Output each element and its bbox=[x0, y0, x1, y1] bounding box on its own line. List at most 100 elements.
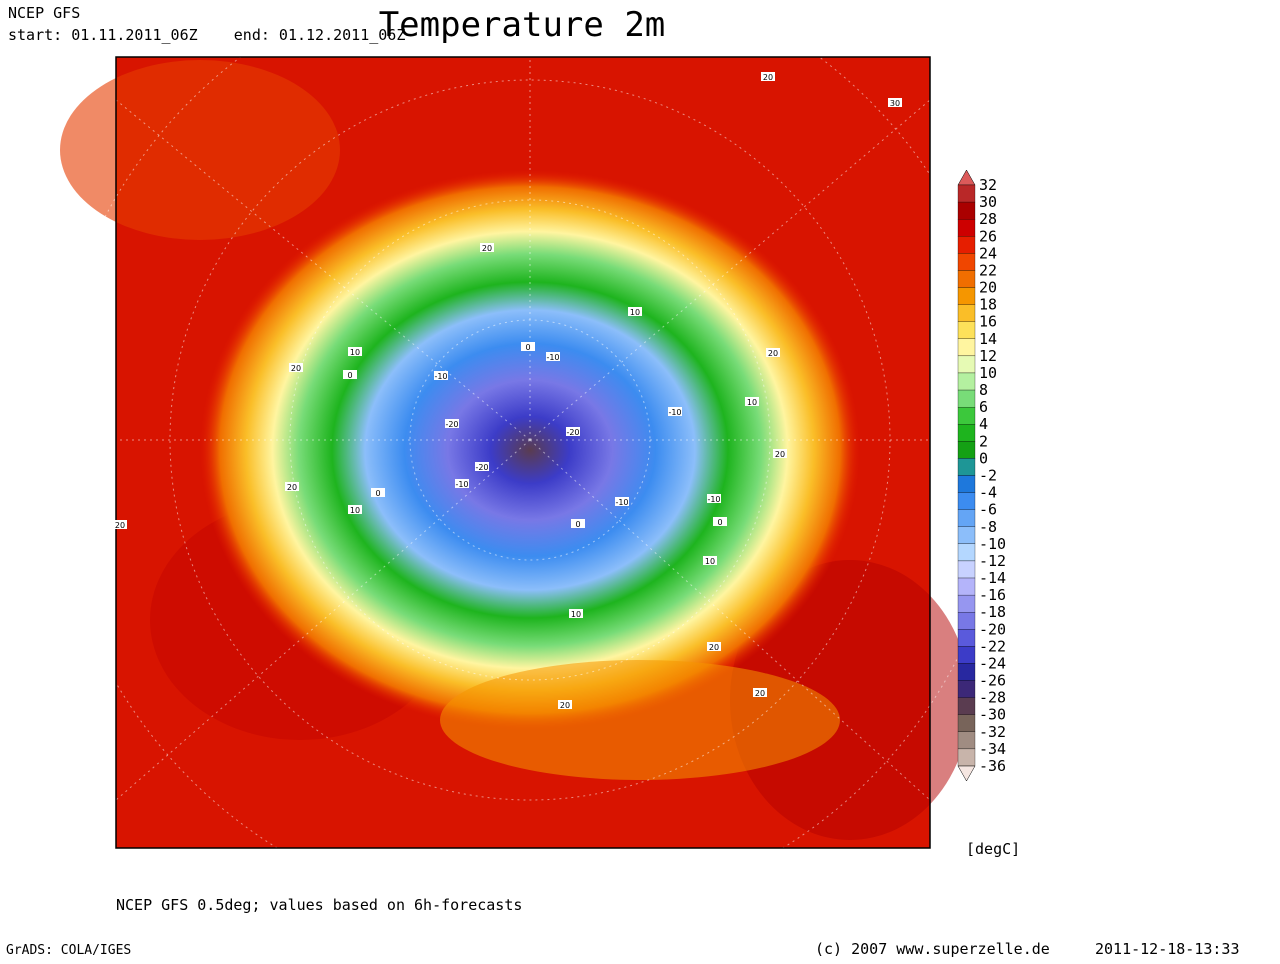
contour-label-box bbox=[546, 352, 560, 361]
legend-label: -32 bbox=[979, 723, 1006, 741]
contour-label-box bbox=[285, 482, 299, 491]
legend-swatch bbox=[957, 219, 976, 237]
legend-label: 20 bbox=[979, 279, 997, 297]
model-label: NCEP GFS bbox=[8, 4, 80, 22]
legend-label: -36 bbox=[979, 757, 1006, 775]
contour-label: 20 bbox=[115, 521, 125, 530]
legend-swatch bbox=[957, 304, 976, 322]
contour-label-box bbox=[707, 494, 721, 503]
legend-swatch bbox=[957, 612, 976, 630]
legend-label: -30 bbox=[979, 706, 1006, 724]
legend-label: -24 bbox=[979, 654, 1006, 672]
legend-swatch bbox=[957, 236, 976, 254]
contour-label: -10 bbox=[707, 495, 720, 504]
contour-label: -10 bbox=[668, 408, 681, 417]
map-frame bbox=[115, 56, 931, 849]
legend-label: -10 bbox=[979, 535, 1006, 553]
legend-unit: [degC] bbox=[966, 840, 1020, 858]
legend-swatch bbox=[957, 577, 976, 596]
contour-label-box bbox=[761, 72, 775, 81]
contour-label-box bbox=[566, 427, 580, 436]
legend-label: 8 bbox=[979, 381, 988, 399]
legend-swatch bbox=[957, 321, 976, 339]
cold-region bbox=[200, 170, 860, 730]
legend-swatch bbox=[957, 458, 976, 476]
legend-swatch bbox=[957, 355, 976, 374]
contour-label-box bbox=[668, 407, 682, 416]
contour-label-box bbox=[475, 462, 489, 471]
legend-swatch bbox=[957, 543, 976, 562]
contour-label-box bbox=[745, 397, 759, 406]
legend-label: -6 bbox=[979, 501, 997, 519]
contour-label: 20 bbox=[709, 643, 719, 652]
contour-labels: 20 30 20 10 10 0 -10 20 0 -10 20 -20 -20 -10 10 -20 -10 -… bbox=[113, 72, 902, 710]
legend-label: -20 bbox=[979, 620, 1006, 638]
contour-label: 0 bbox=[375, 489, 380, 498]
contour-label: 20 bbox=[482, 244, 492, 253]
contour-label: -20 bbox=[566, 428, 579, 437]
contour-label: -10 bbox=[546, 353, 559, 362]
legend-swatch bbox=[957, 201, 976, 220]
legend-swatch bbox=[957, 680, 976, 698]
contour-label-box bbox=[558, 700, 572, 709]
legend-swatch bbox=[957, 287, 976, 305]
legend-label: 18 bbox=[979, 296, 997, 314]
legend-label: 16 bbox=[979, 313, 997, 331]
contour-label: -20 bbox=[445, 420, 458, 429]
contour-label-box bbox=[521, 342, 535, 351]
contour-label: 10 bbox=[350, 506, 360, 515]
contour-label: 10 bbox=[705, 557, 715, 566]
contour-label: 20 bbox=[763, 73, 773, 82]
contour-label: 0 bbox=[717, 518, 722, 527]
legend-label: -34 bbox=[979, 740, 1006, 758]
contour-label: 10 bbox=[747, 398, 757, 407]
legend-swatch bbox=[957, 714, 976, 732]
legend-label: 2 bbox=[979, 432, 988, 450]
legend-label: 4 bbox=[979, 415, 988, 433]
legend-label: 24 bbox=[979, 244, 997, 262]
contour-label: 20 bbox=[768, 349, 778, 358]
legend-label: 26 bbox=[979, 227, 997, 245]
legend-swatch bbox=[957, 509, 976, 527]
legend-label: -22 bbox=[979, 637, 1006, 655]
contour-label: 20 bbox=[287, 483, 297, 492]
contour-label: 0 bbox=[347, 371, 352, 380]
contour-label: -10 bbox=[455, 480, 468, 489]
legend-swatch bbox=[957, 526, 976, 545]
legend-label: 22 bbox=[979, 261, 997, 279]
contour-label: 20 bbox=[560, 701, 570, 710]
contour-label-box bbox=[348, 505, 362, 514]
legend-swatch bbox=[957, 731, 976, 750]
contour-label-box bbox=[343, 370, 357, 379]
contour-label: 0 bbox=[575, 520, 580, 529]
legend-swatch bbox=[957, 338, 976, 357]
legend-label: -2 bbox=[979, 467, 997, 485]
software-label: GrADS: COLA/IGES bbox=[6, 943, 131, 958]
legend-swatch bbox=[957, 475, 976, 493]
legend-swatch bbox=[957, 629, 976, 647]
legend-swatch bbox=[957, 270, 976, 288]
legend-swatch bbox=[957, 697, 976, 715]
legend-swatch bbox=[957, 424, 976, 442]
contour-label-box bbox=[766, 348, 780, 357]
contour-label-box bbox=[113, 520, 127, 529]
legend-arrow-bottom bbox=[957, 765, 976, 782]
legend-label: -28 bbox=[979, 689, 1006, 707]
legend-label: -26 bbox=[979, 672, 1006, 690]
contour-label-box bbox=[289, 363, 303, 372]
legend-label: -12 bbox=[979, 552, 1006, 570]
legend-label: 28 bbox=[979, 210, 997, 228]
legend-swatch bbox=[957, 492, 976, 510]
contour-label: 10 bbox=[350, 348, 360, 357]
legend-label: 14 bbox=[979, 330, 997, 348]
contour-label-box bbox=[703, 556, 717, 565]
contour-label-box bbox=[445, 419, 459, 428]
legend-label: -8 bbox=[979, 518, 997, 536]
contour-label: -20 bbox=[475, 463, 488, 472]
desert-region bbox=[440, 660, 840, 780]
contour-label: -10 bbox=[434, 372, 447, 381]
color-legend: 32302826242220181614121086420-2-4-6-8-10… bbox=[957, 169, 1006, 782]
